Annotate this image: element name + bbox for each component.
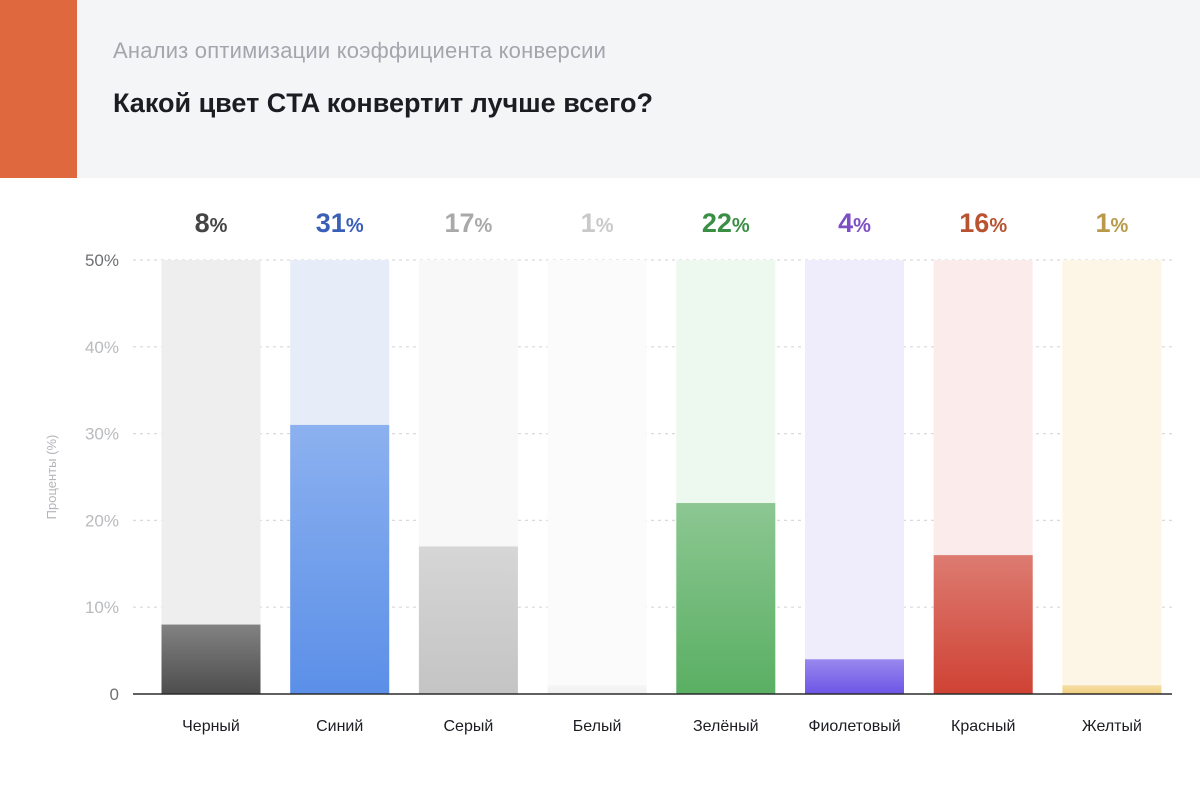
y-tick-label: 20%: [85, 511, 119, 530]
value-label: 4%: [838, 208, 871, 238]
bar: [1062, 685, 1162, 694]
y-tick-label: 40%: [85, 338, 119, 357]
bar-track: [805, 260, 904, 694]
gridlines: [133, 259, 1172, 608]
accent-bar: [0, 0, 77, 178]
category-label: Синий: [316, 718, 363, 735]
chart-title: Какой цвет CTA конвертит лучше всего?: [113, 88, 654, 118]
y-tick-label: 30%: [85, 425, 119, 444]
value-label: 8%: [195, 208, 228, 238]
category-label: Серый: [444, 718, 494, 735]
bar: [805, 659, 904, 694]
bar-track: [1062, 260, 1162, 694]
value-label: 1%: [581, 208, 614, 238]
value-label: 1%: [1095, 208, 1128, 238]
category-label: Фиолетовый: [808, 718, 900, 735]
header-panel: Анализ оптимизации коэффициента конверси…: [0, 0, 1200, 178]
bar-track: [161, 260, 261, 694]
bars: [161, 424, 1162, 694]
category-label: Зелёный: [693, 718, 759, 735]
category-label: Красный: [951, 718, 1015, 735]
bar-track: [547, 260, 647, 694]
y-tick-label: 10%: [85, 598, 119, 617]
bar: [676, 503, 776, 694]
category-label: Черный: [182, 718, 240, 735]
category-label: Белый: [573, 718, 622, 735]
value-label: 17%: [444, 208, 492, 238]
bar: [161, 624, 261, 694]
value-label: 22%: [702, 208, 750, 238]
value-label: 31%: [316, 208, 364, 238]
bar: [933, 555, 1033, 694]
labels: 0 10% 20% 30% 40% 50% Проценты (%) 8% Черный 31% С…: [44, 208, 1142, 735]
category-label: Желтый: [1082, 718, 1142, 735]
chart-subtitle: Анализ оптимизации коэффициента конверси…: [113, 38, 607, 63]
value-label: 16%: [959, 208, 1007, 238]
y-tick-label: 50%: [85, 251, 119, 270]
bar: [418, 546, 518, 694]
y-tick-label: 0: [110, 685, 119, 704]
bar: [290, 424, 390, 694]
y-axis-label: Проценты (%): [44, 435, 59, 520]
bar: [547, 685, 647, 694]
bar-chart: 0 10% 20% 30% 40% 50% Проценты (%) 8% Черный 31% С…: [44, 208, 1172, 735]
